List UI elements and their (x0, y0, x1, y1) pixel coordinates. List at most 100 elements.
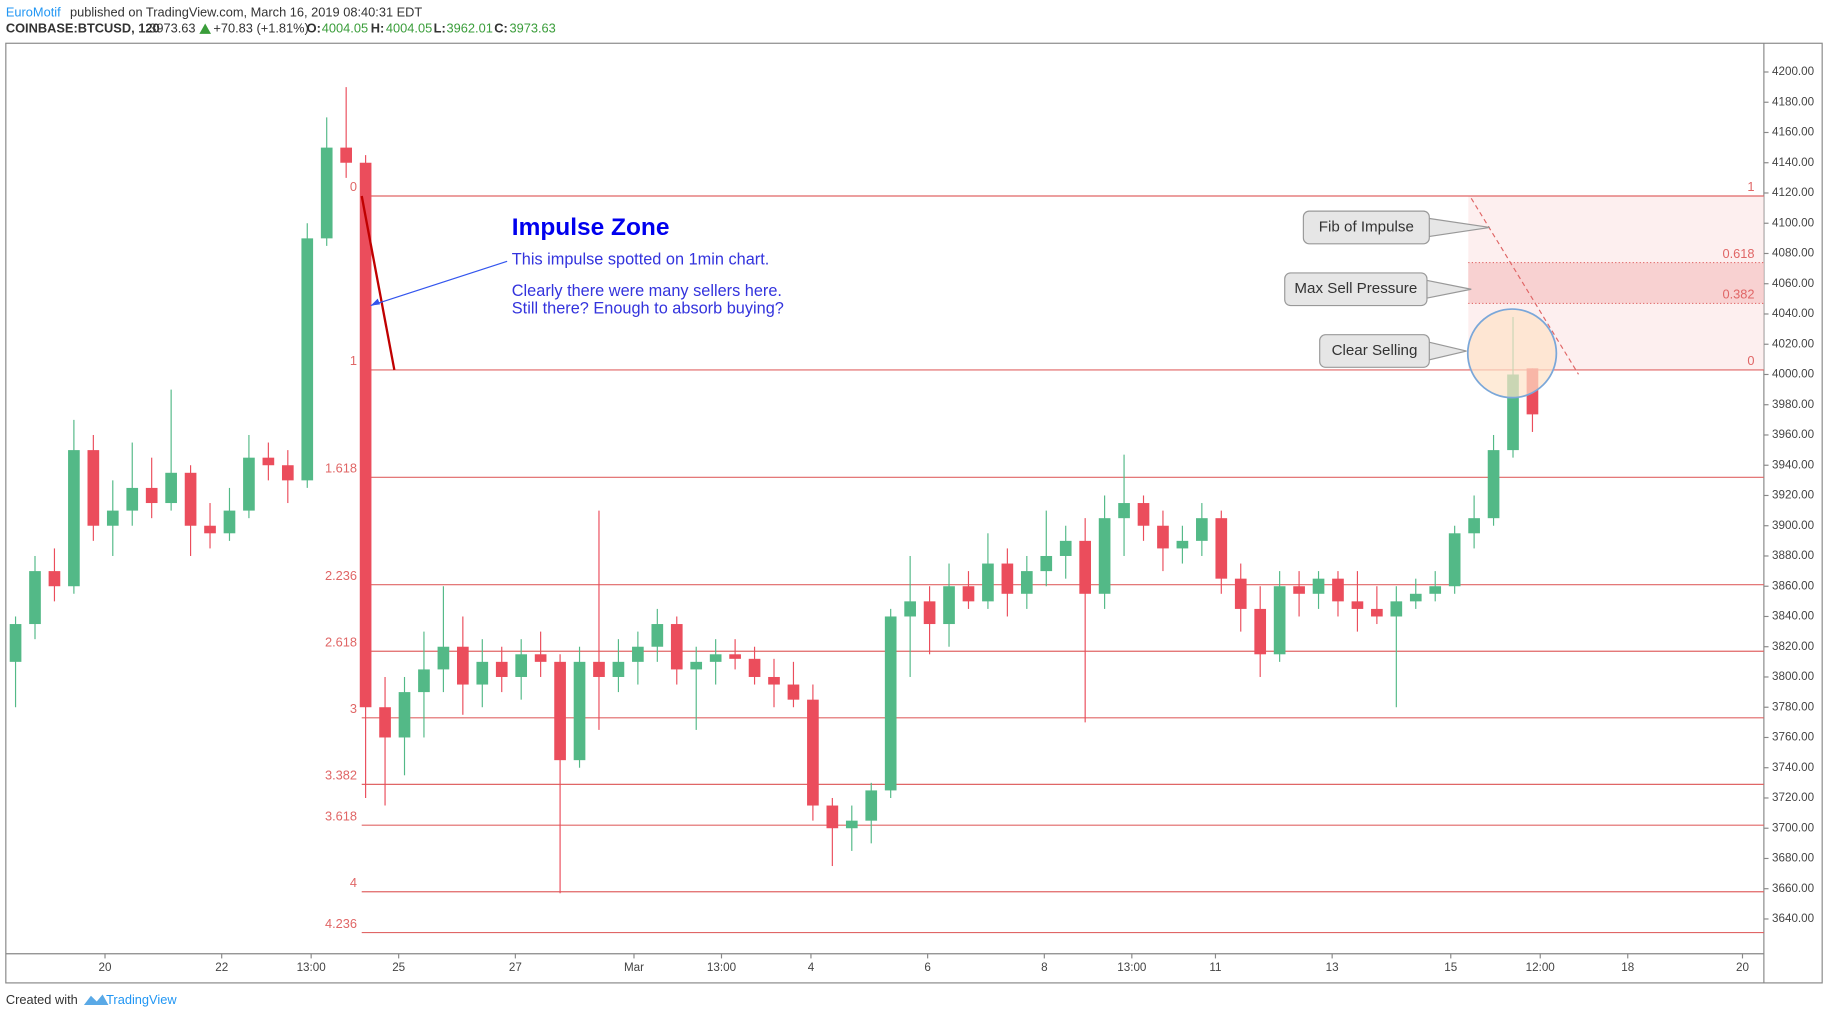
candle-body (1487, 450, 1500, 519)
candle-body (865, 790, 878, 821)
x-tick-label: 13:00 (297, 961, 327, 974)
candle-body (943, 586, 955, 625)
candle-body (1137, 503, 1150, 526)
fib-label: 0.382 (1722, 287, 1754, 302)
y-tick-label: 3800.00 (1772, 670, 1815, 683)
candle-body (1409, 593, 1422, 602)
candle-body (126, 487, 139, 511)
callout-box (1284, 272, 1428, 307)
y-tick-label: 4040.00 (1772, 307, 1815, 320)
up-arrow (199, 23, 212, 34)
candle-body (962, 586, 975, 602)
candle-body (1176, 540, 1189, 549)
candle-body (1098, 518, 1111, 594)
candle-body (1332, 578, 1344, 602)
high-value: 4004.05 (386, 21, 432, 36)
y-tick-label: 3980.00 (1772, 398, 1815, 411)
candle-body (1059, 540, 1072, 556)
y-tick-label: 4200.00 (1772, 65, 1815, 78)
candle-body (476, 661, 489, 685)
candle-body (1040, 555, 1053, 572)
footer-brand[interactable]: TradingView (106, 992, 177, 1007)
candle-body (1118, 503, 1130, 519)
h-label: H: (371, 21, 385, 36)
fib-label: 1 (1747, 179, 1754, 194)
candle-body (1293, 586, 1305, 594)
candle-body (1312, 578, 1325, 594)
candle-body (1215, 518, 1228, 579)
low-value: 3962.01 (447, 21, 493, 36)
y-tick-label: 3920.00 (1772, 489, 1815, 502)
callout-text: Fib of Impulse (1319, 218, 1414, 235)
candle-body (437, 646, 450, 670)
candle-body (1234, 578, 1247, 609)
candle-body (204, 525, 216, 534)
candle-body (9, 624, 22, 662)
fib-label: 3.618 (325, 808, 357, 823)
author[interactable]: EuroMotif (6, 4, 61, 19)
y-tick-label: 3960.00 (1772, 428, 1815, 441)
arrow-head (370, 298, 381, 306)
candle-body (398, 692, 411, 738)
candle-body (320, 147, 333, 239)
candle-body (165, 472, 177, 504)
candle-body (1448, 533, 1461, 587)
fib-label: 0 (350, 179, 357, 194)
candle-body (515, 654, 528, 677)
c-label: C: (494, 21, 508, 36)
x-tick-label: 12:00 (1526, 961, 1556, 974)
x-tick-label: 20 (99, 961, 112, 974)
y-tick-label: 4020.00 (1772, 337, 1815, 350)
candle-body (68, 450, 80, 587)
close-value: 3973.63 (509, 21, 555, 36)
y-tick-label: 4060.00 (1772, 277, 1815, 290)
x-tick-label: 4 (808, 961, 815, 974)
annotation-text: Clearly there were many sellers here. (512, 282, 782, 300)
candle-body (748, 658, 761, 677)
highlight-circle (1466, 308, 1558, 399)
candle-body (281, 465, 294, 481)
candle-body (1001, 563, 1014, 594)
x-tick-label: Mar (624, 961, 644, 974)
candle-body (593, 661, 605, 677)
candle-body (418, 669, 430, 693)
candle-body (670, 624, 683, 670)
candle-body (1351, 601, 1364, 609)
y-tick-label: 3940.00 (1772, 458, 1815, 471)
candle-body (379, 707, 391, 738)
candle-body (534, 654, 547, 662)
x-tick-label: 8 (1041, 961, 1047, 974)
y-tick-label: 4080.00 (1772, 247, 1815, 260)
footer-created: Created with (6, 992, 78, 1007)
published: published on TradingView.com, March 16, … (70, 4, 422, 19)
x-tick-label: 20 (1736, 961, 1749, 974)
x-tick-label: 18 (1621, 961, 1634, 974)
y-tick-label: 3700.00 (1772, 821, 1815, 834)
candle-body (1196, 518, 1208, 541)
candle-body (1468, 518, 1480, 534)
callout-box (1302, 210, 1430, 245)
y-tick-label: 3880.00 (1772, 549, 1815, 562)
candle-body (768, 676, 780, 685)
annotation-text: This impulse spotted on 1min chart. (512, 250, 769, 268)
candle-body (243, 457, 255, 511)
candle-body (1390, 601, 1403, 617)
impulse-line (360, 195, 396, 371)
open-value: 4004.05 (322, 21, 368, 36)
candle-body (106, 510, 119, 526)
y-tick-label: 4140.00 (1772, 156, 1815, 169)
candle-body (1273, 586, 1286, 655)
y-tick-label: 3860.00 (1772, 579, 1815, 592)
fib-label: 1.618 (325, 461, 357, 476)
change: +70.83 (+1.81%) (213, 21, 308, 36)
candle-body (340, 147, 352, 163)
x-tick-label: 15 (1444, 961, 1457, 974)
candle-body (651, 624, 664, 647)
candle-body (48, 571, 61, 587)
candle-body (904, 601, 916, 617)
y-tick-label: 4000.00 (1772, 368, 1815, 381)
candle-body (301, 238, 314, 481)
y-tick-label: 3760.00 (1772, 731, 1815, 744)
chart-frame (5, 42, 1823, 984)
